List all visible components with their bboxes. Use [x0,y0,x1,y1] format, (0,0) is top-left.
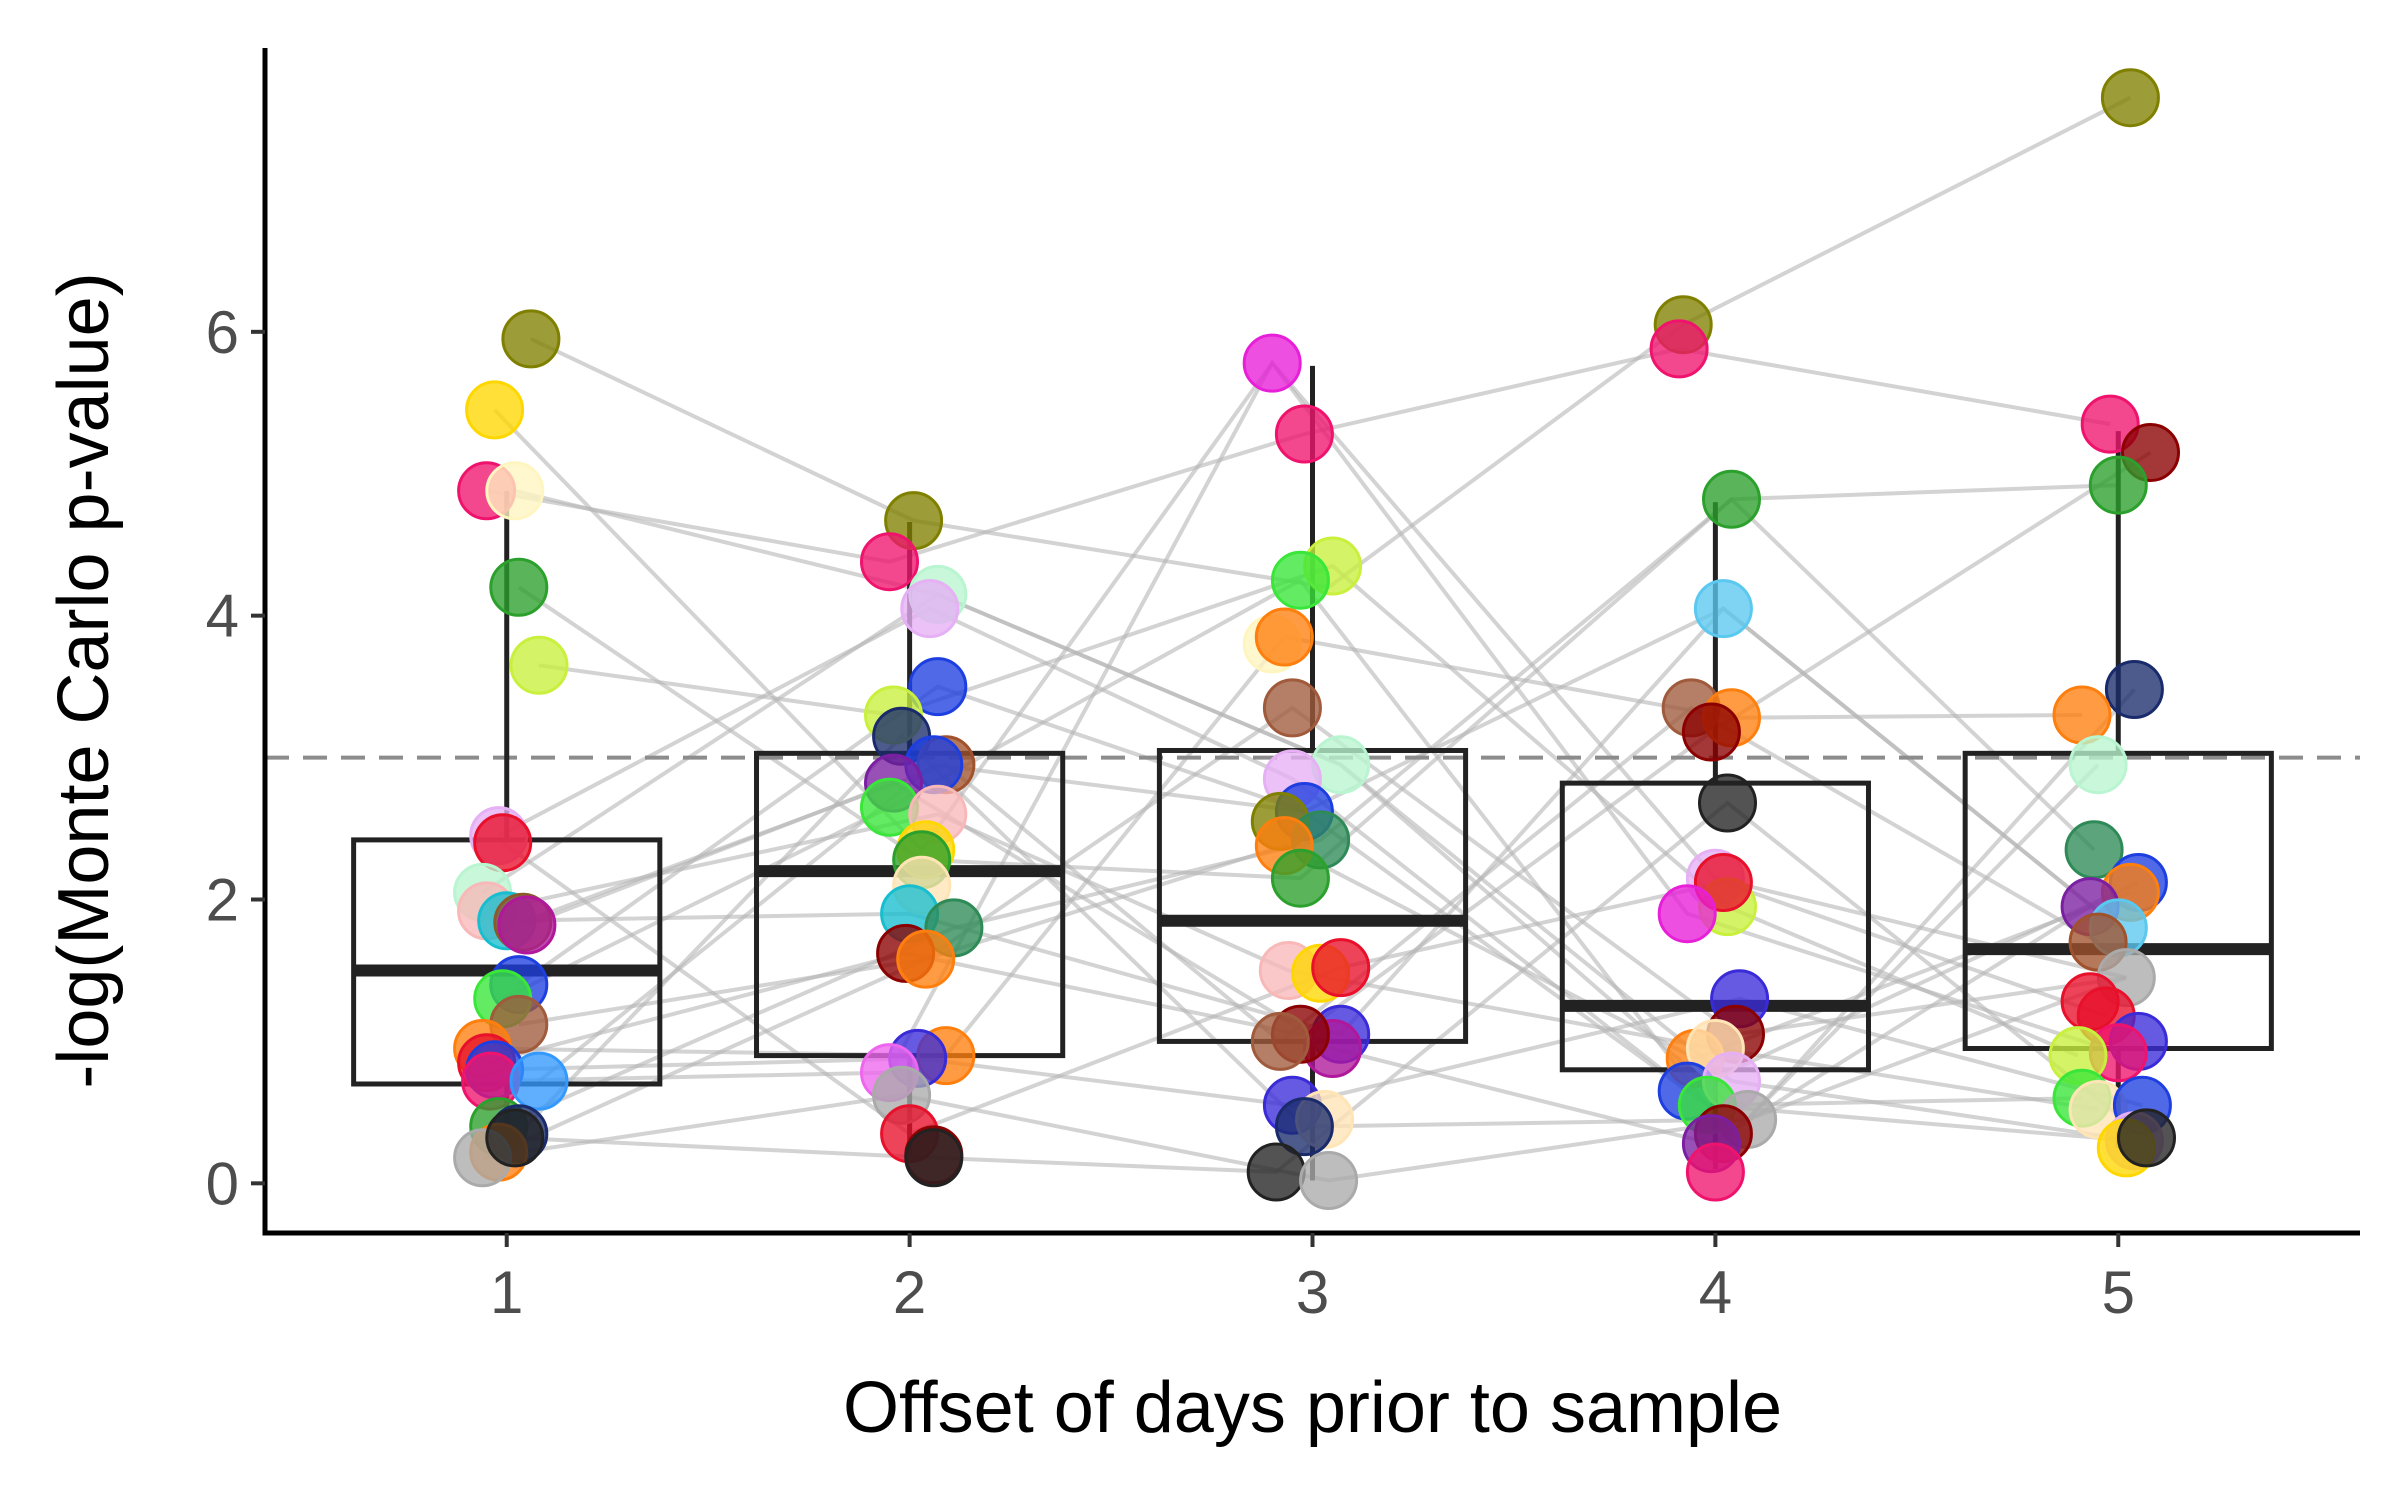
data-point-105 [2104,660,2164,719]
data-point-101 [2100,68,2160,128]
data-point-125 [2117,1108,2176,1168]
data-point-58 [1262,678,1322,738]
data-point-84 [1681,702,1741,762]
data-point-102 [2080,394,2140,454]
x-axis-title: Offset of days prior to sample [843,1368,1782,1448]
data-point-0 [501,309,561,369]
data-point-107 [2068,735,2128,795]
x-tick-label: 5 [2102,1259,2135,1326]
data-point-12 [497,895,557,955]
data-point-80 [1702,469,1761,529]
data-point-57 [1254,607,1314,667]
data-point-4 [489,557,549,617]
data-point-29 [900,579,960,639]
data-point-44 [896,929,956,989]
data-points [453,68,2180,1210]
data-point-65 [1270,848,1330,908]
y-tick-label: 2 [206,866,239,933]
data-point-104 [2088,455,2148,515]
data-point-55 [1270,550,1330,610]
data-point-27 [860,532,919,592]
data-point-3 [485,461,545,521]
y-tick-label: 0 [206,1150,239,1217]
y-tick-label: 4 [206,583,239,650]
data-point-72 [1250,1011,1310,1071]
data-point-52 [1242,333,1302,393]
data-point-5 [509,635,569,695]
data-point-51 [904,1128,964,1188]
data-point-100 [1685,1142,1745,1202]
data-point-7 [473,813,533,873]
data-point-75 [1274,1097,1334,1157]
data-point-85 [1698,773,1757,833]
axes: 0 2 4 6 1 2 3 4 5 [206,48,2360,1326]
data-point-20 [509,1051,569,1111]
data-point-25 [485,1108,545,1168]
data-point-1 [465,380,525,440]
data-point-77 [1299,1151,1359,1210]
data-point-68 [1311,938,1371,998]
y-axis-title: -log(Monte Carlo p-value) [44,272,124,1088]
x-tick-label: 3 [1296,1259,1329,1326]
data-point-106 [2052,685,2112,745]
x-tick-label: 1 [490,1259,523,1326]
y-tick-label: 6 [206,299,239,366]
data-point-53 [1274,404,1334,464]
data-point-89 [1657,884,1717,944]
data-point-81 [1693,579,1753,639]
data-point-30 [908,657,968,717]
data-point-79 [1649,319,1709,379]
x-tick-label: 4 [1699,1259,1732,1326]
x-tick-label: 2 [893,1259,926,1326]
data-point-76 [1246,1142,1306,1202]
